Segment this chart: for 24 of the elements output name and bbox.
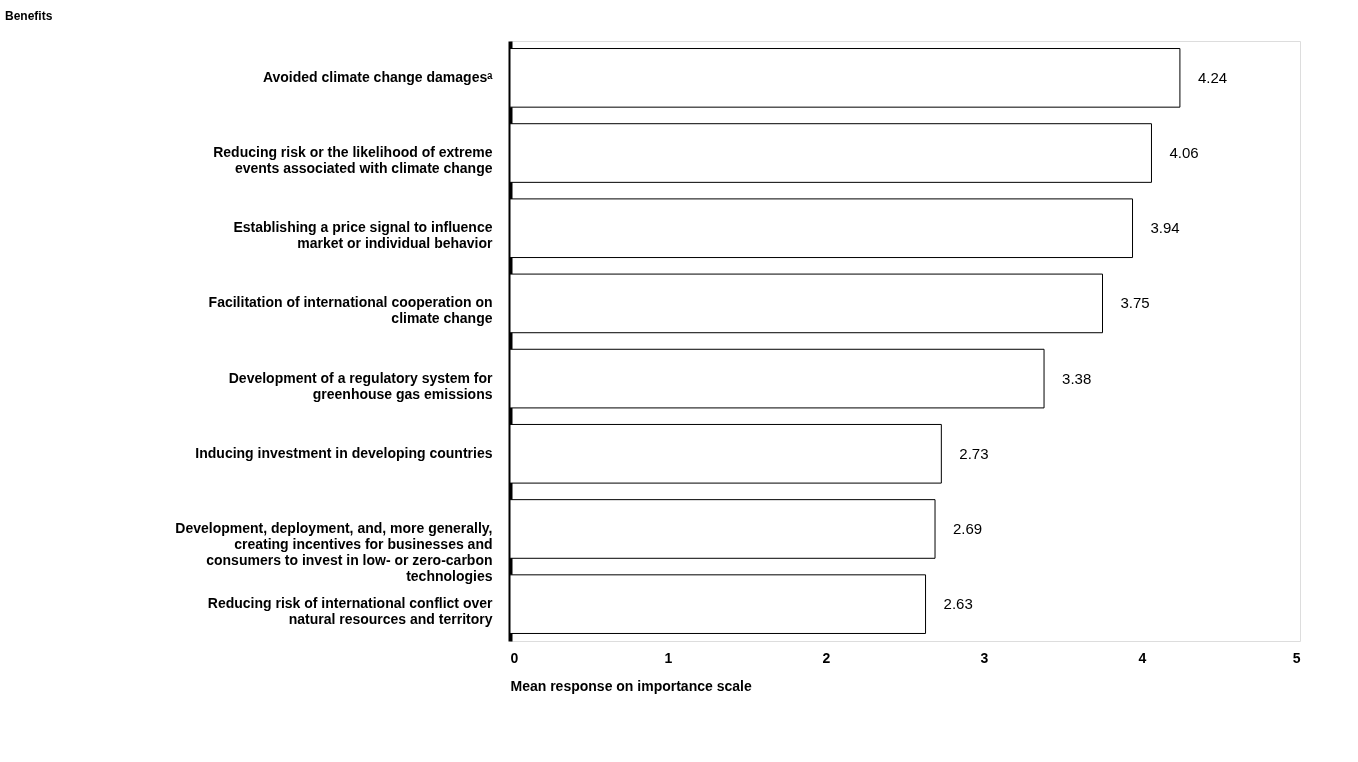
y-tick-label: Inducing investment in developing countries — [195, 444, 493, 461]
x-axis-title: Mean response on importance scale — [510, 677, 752, 694]
y-tick-label: Development, deployment, and, more generally, creating incentives for businesses and consumers to invest in low- or zero-carbon technologies — [175, 519, 493, 584]
y-tick-label: Avoided climate change damagesᵃ — [262, 68, 494, 85]
x-tick-label: 5 — [1292, 649, 1301, 666]
y-tick-label: Development of a regulatory system for greenhouse gas emissions — [228, 369, 494, 402]
data-label: 2.73 — [959, 444, 989, 462]
data-label: 2.69 — [953, 519, 983, 537]
data-label: 4.06 — [1169, 144, 1199, 162]
y-tick-label: Reducing risk of international conflict over natural resources and territory — [207, 595, 494, 628]
x-tick-label: 4 — [1138, 649, 1147, 666]
data-label: 3.75 — [1120, 294, 1150, 312]
y-tick-label: Facilitation of international cooperation on climate change — [208, 294, 493, 327]
data-label: 4.24 — [1197, 68, 1228, 86]
x-tick-label: 2 — [822, 649, 831, 666]
x-tick-label: 3 — [980, 649, 989, 666]
x-tick-label: 0 — [510, 649, 519, 666]
data-label: 2.63 — [943, 595, 973, 613]
data-label: 3.38 — [1062, 369, 1092, 387]
x-tick-label: 1 — [664, 649, 673, 666]
y-tick-label: Establishing a price signal to influence market or individual behavior — [233, 219, 494, 252]
text: Benefits — [5, 9, 53, 23]
y-tick-label: Reducing risk or the likelihood of extreme events associated with climate change — [213, 144, 493, 177]
data-label: 3.94 — [1150, 219, 1180, 237]
